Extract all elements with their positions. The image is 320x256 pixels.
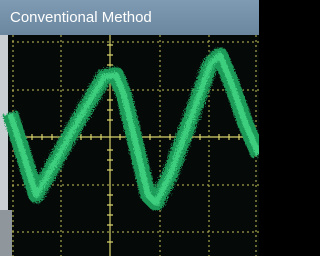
oscilloscope-display (0, 35, 259, 256)
header-title: Conventional Method (0, 0, 259, 35)
bezel-corner (0, 210, 12, 256)
screen: Conventional Method (0, 0, 259, 256)
